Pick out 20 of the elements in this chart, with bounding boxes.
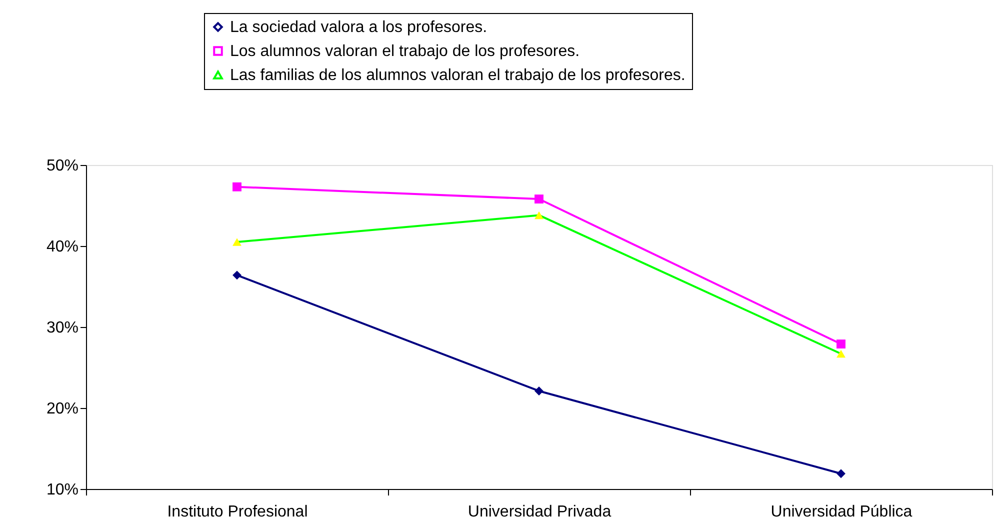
x-tick-label: Instituto Profesional — [167, 504, 308, 520]
y-tick-label: 30% — [46, 320, 78, 336]
point — [232, 270, 242, 280]
x-tick-label: Universidad Privada — [468, 504, 612, 520]
point — [232, 238, 242, 246]
point — [836, 340, 846, 348]
point — [534, 386, 544, 396]
point — [534, 194, 544, 204]
y-tick-label: 10% — [46, 482, 78, 498]
y-tick-label: 20% — [46, 400, 78, 418]
point — [232, 182, 242, 192]
legend-label: La sociedad valora a los profesores. — [230, 19, 488, 36]
y-tick-label: 40% — [46, 238, 78, 256]
point — [836, 350, 846, 358]
legend-label: Las familias de los alumnos valoran el trabajo de los profesores. — [230, 67, 686, 84]
point — [836, 469, 846, 478]
point — [534, 211, 544, 220]
y-tick-label: 50% — [46, 158, 78, 174]
legend-label: Los alumnos valoran el trabajo de los profesores. — [230, 43, 580, 60]
x-tick-label: Universidad Pública — [770, 504, 912, 520]
